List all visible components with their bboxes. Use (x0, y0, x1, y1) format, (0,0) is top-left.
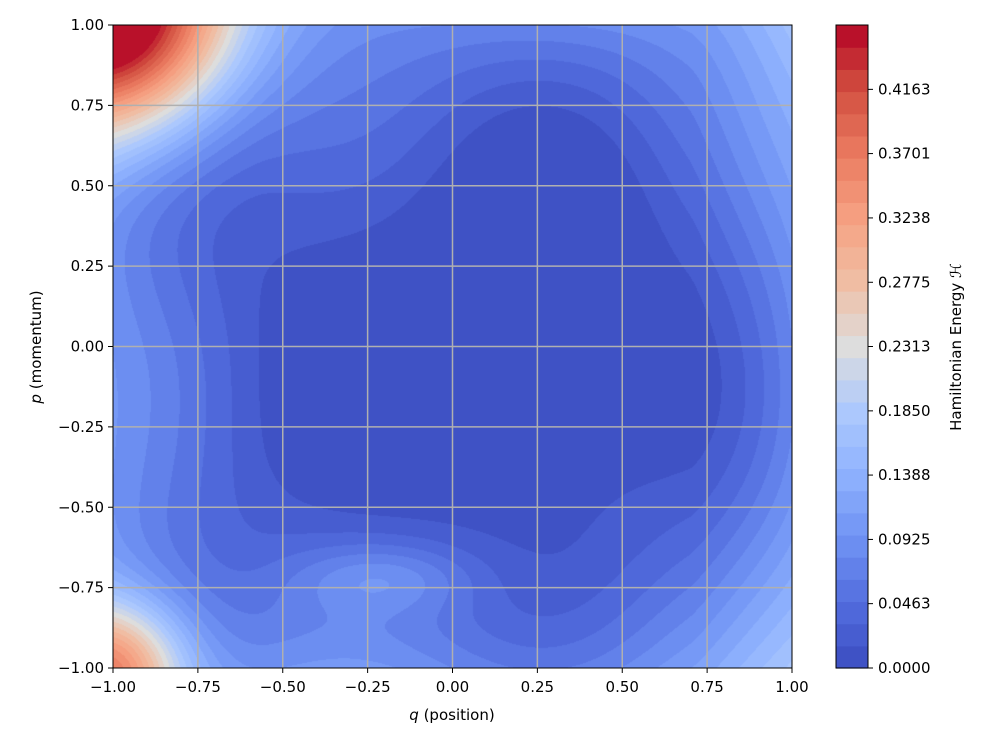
colorbar-tick-label: 0.4163 (878, 80, 931, 98)
colorbar-band (836, 113, 868, 137)
colorbar-band (836, 557, 868, 580)
x-axis: −1.00 −0.75 −0.50 −0.25 0.00 0.25 0.50 0.75 1.00 (90, 668, 809, 696)
colorbar-band (836, 91, 868, 115)
colorbar-band (836, 47, 868, 70)
y-tick-label: 0.00 (71, 338, 104, 356)
colorbar-tick-label: 0.2313 (878, 338, 931, 356)
colorbar-band (836, 424, 868, 447)
colorbar-bands (836, 25, 868, 669)
colorbar-band (836, 490, 868, 514)
y-axis: −1.00 −0.75 −0.50 −0.25 0.00 0.25 0.50 0.75 1.00 (58, 16, 113, 677)
colorbar-band (836, 69, 868, 93)
x-tick-label: −0.25 (345, 678, 391, 696)
y-tick-label: 1.00 (71, 16, 104, 34)
colorbar-band (836, 446, 868, 470)
colorbar-band (836, 357, 868, 381)
colorbar-band (836, 268, 868, 292)
colorbar: 0.0000 0.0463 0.0925 0.1388 0.1850 0.2313 0.27… (835, 24, 965, 677)
colorbar-band (836, 534, 868, 558)
colorbar-band (836, 180, 868, 203)
colorbar-tick-label: 0.3701 (878, 145, 931, 163)
x-tick-label: −1.00 (90, 678, 136, 696)
x-tick-label: 0.00 (436, 678, 469, 696)
colorbar-band (836, 601, 868, 625)
colorbar-tick-label: 0.1388 (878, 466, 931, 484)
x-tick-label: −0.75 (175, 678, 221, 696)
colorbar-label: Hamiltonian Energy ℋ (947, 263, 965, 431)
x-tick-label: 0.75 (690, 678, 723, 696)
colorbar-band (836, 291, 868, 314)
colorbar-band (836, 512, 868, 536)
colorbar-band (836, 401, 868, 425)
colorbar-band (836, 335, 868, 359)
x-tick-label: 0.50 (606, 678, 639, 696)
colorbar-tick-label: 0.1850 (878, 402, 931, 420)
colorbar-ticks: 0.0000 0.0463 0.0925 0.1388 0.1850 0.2313 0.27… (868, 80, 931, 677)
colorbar-tick-label: 0.0925 (878, 530, 931, 548)
colorbar-band (836, 158, 868, 181)
y-gridlines (113, 104, 792, 589)
colorbar-band (836, 25, 868, 48)
colorbar-band (836, 379, 868, 403)
colorbar-band (836, 623, 868, 647)
colorbar-band (836, 224, 868, 248)
y-axis-label: p (momentum) (27, 290, 45, 404)
y-tick-label: −0.75 (58, 579, 104, 597)
y-tick-label: 0.75 (71, 96, 104, 114)
colorbar-band (836, 246, 868, 270)
y-tick-label: 0.50 (71, 177, 104, 195)
colorbar-band (836, 468, 868, 492)
colorbar-tick-label: 0.3238 (878, 209, 931, 227)
colorbar-band (836, 645, 868, 669)
colorbar-band (836, 313, 868, 337)
x-tick-label: −0.50 (260, 678, 306, 696)
y-tick-label: −0.50 (58, 498, 104, 516)
y-tick-label: −1.00 (58, 659, 104, 677)
colorbar-tick-label: 0.0463 (878, 595, 931, 613)
y-tick-label: 0.25 (71, 257, 104, 275)
colorbar-band (836, 202, 868, 226)
plot-area (112, 24, 793, 669)
x-tick-label: 0.25 (521, 678, 554, 696)
colorbar-tick-label: 0.0000 (878, 659, 931, 677)
x-tick-label: 1.00 (775, 678, 808, 696)
colorbar-tick-label: 0.2775 (878, 273, 931, 291)
colorbar-band (836, 579, 868, 603)
x-axis-label: q (position) (409, 706, 494, 724)
y-tick-label: −0.25 (58, 418, 104, 436)
colorbar-band (836, 135, 868, 159)
